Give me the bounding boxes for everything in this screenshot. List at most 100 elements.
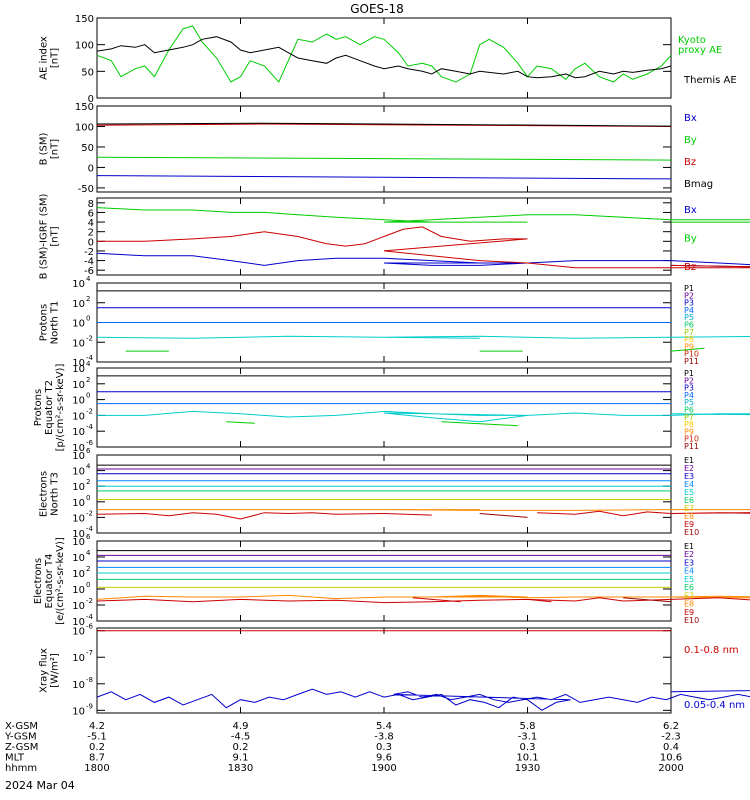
legend-entry: By — [684, 234, 697, 245]
legend-entry: Themis AE — [683, 75, 737, 86]
y-tick-exponent: -4 — [86, 613, 94, 621]
series-line-0-05-0-4-nm — [96, 688, 750, 711]
x-row-value: -3.1 — [518, 732, 538, 743]
x-row-value: -5.1 — [87, 732, 107, 743]
series-line-p5 — [97, 410, 750, 423]
y-tick-label: 10 — [72, 380, 85, 391]
legend-entry: P8 — [684, 420, 694, 429]
legend-entry: By — [684, 135, 697, 146]
y-axis-label: [e/(cm²-s-sr-keV)] — [55, 537, 66, 625]
x-row-value: 0.3 — [376, 742, 392, 753]
legend-entry: Bx — [684, 113, 697, 124]
legend-entry: P2 — [684, 291, 694, 300]
y-tick-label: 6 — [88, 208, 94, 219]
legend-entry: E3 — [684, 472, 694, 481]
y-tick-exponent: -4 — [86, 525, 94, 533]
series-line-e9c — [527, 597, 750, 602]
legend-entry: P1 — [684, 369, 694, 378]
legend-entry: E6 — [684, 496, 694, 505]
legend-entry: E5 — [684, 488, 694, 497]
legend-entry: P5 — [684, 313, 694, 322]
panel-b_sm: -50 0 50 100 150 B (SM) [nT] Bx By Bz Bmag — [39, 102, 714, 195]
legend-entry: E7 — [684, 504, 694, 513]
y-tick-label: 10 — [72, 553, 85, 564]
legend-entry: Bz — [684, 262, 696, 273]
y-tick-label: 10 — [72, 411, 85, 422]
legend-entry: 0.1-0.8 nm — [684, 645, 739, 656]
y-tick-label: 10 — [72, 498, 85, 509]
y-tick-exponent: 0 — [86, 581, 90, 589]
series-line-kyoto-proxy-ae — [96, 25, 672, 83]
y-tick-exponent: -8 — [86, 676, 93, 684]
series-line-p6c — [670, 347, 705, 352]
x-row-value: 9.6 — [376, 753, 392, 764]
x-row-value: 0.4 — [663, 742, 679, 753]
y-tick-label: 10 — [72, 427, 85, 438]
y-tick-label: 10 — [72, 537, 85, 548]
y-tick-exponent: 2 — [86, 376, 90, 384]
x-row-value: -2.3 — [661, 732, 681, 743]
x-row-value: -3.8 — [374, 732, 394, 743]
y-tick-label: 10 — [72, 443, 85, 454]
y-tick-label: 10 — [72, 358, 85, 369]
legend-entry: E6 — [684, 583, 694, 592]
legend-entry: E1 — [684, 456, 694, 465]
y-axis-label: Equator T4 — [44, 554, 55, 609]
y-axis-label: Xray flux — [39, 648, 50, 693]
y-tick-exponent: -7 — [86, 649, 93, 657]
x-row-value: 4.9 — [233, 721, 249, 732]
y-tick-exponent: -6 — [86, 439, 94, 447]
y-tick-exponent: -2 — [86, 509, 93, 517]
y-tick-exponent: -6 — [86, 623, 94, 631]
y-axis-label: [nT] — [50, 226, 61, 246]
legend-entry: Bz — [684, 157, 696, 168]
series-line-bx — [96, 252, 750, 268]
x-row-value: 5.4 — [376, 721, 392, 732]
y-tick-label: 10 — [72, 482, 85, 493]
y-tick-label: 10 — [72, 364, 85, 375]
y-tick-exponent: -2 — [86, 597, 93, 605]
y-tick-label: 2 — [88, 228, 94, 239]
series-line-e9b — [479, 513, 528, 518]
x-row-label: Z-GSM — [5, 742, 38, 753]
legend-entry: P4 — [684, 306, 694, 315]
y-tick-label: 150 — [75, 102, 94, 113]
date-label: 2024 Mar 04 — [5, 779, 75, 792]
series-line-bz — [97, 226, 750, 269]
y-tick-label: 0 — [88, 94, 94, 105]
y-axis-label: Equator T2 — [44, 380, 55, 435]
series-line-bz — [96, 123, 672, 127]
legend-entry: E3 — [684, 558, 694, 567]
legend-entry: 0.05-0.4 nm — [684, 700, 745, 711]
y-tick-label: 0 — [88, 163, 94, 174]
chart-title: GOES-18 — [350, 2, 404, 16]
y-tick-label: 10 — [72, 529, 85, 540]
legend-entry: P3 — [684, 384, 694, 393]
y-axis-label: Protons — [33, 389, 44, 426]
legend-entry: P10 — [684, 435, 699, 444]
series-line-by — [96, 207, 750, 223]
legend-entry: E7 — [684, 591, 694, 600]
series-line-by — [96, 156, 672, 161]
legend-entry: P3 — [684, 299, 694, 308]
legend-entry: P9 — [684, 427, 694, 436]
legend-entry: E8 — [684, 512, 694, 521]
legend-entry: P1 — [684, 284, 694, 293]
series-line-p6 — [226, 421, 255, 424]
y-tick-label: 10 — [72, 585, 85, 596]
y-tick-label: 10 — [72, 451, 85, 462]
y-axis-label: [p/(cm²-s-sr-keV)] — [55, 364, 66, 452]
x-row-value: 1900 — [371, 763, 396, 774]
x-row-label: hhmm — [5, 763, 37, 774]
panel-frame — [96, 367, 672, 448]
legend-entry: P7 — [684, 328, 694, 337]
series-line-bmag — [96, 122, 672, 127]
y-tick-exponent: -2 — [86, 334, 93, 342]
x-row-value: 1800 — [84, 763, 109, 774]
x-row-value: 2000 — [658, 763, 683, 774]
x-row-value: 0.2 — [233, 742, 249, 753]
legend-entry: E8 — [684, 600, 694, 609]
x-row-label: X-GSM — [5, 721, 38, 732]
